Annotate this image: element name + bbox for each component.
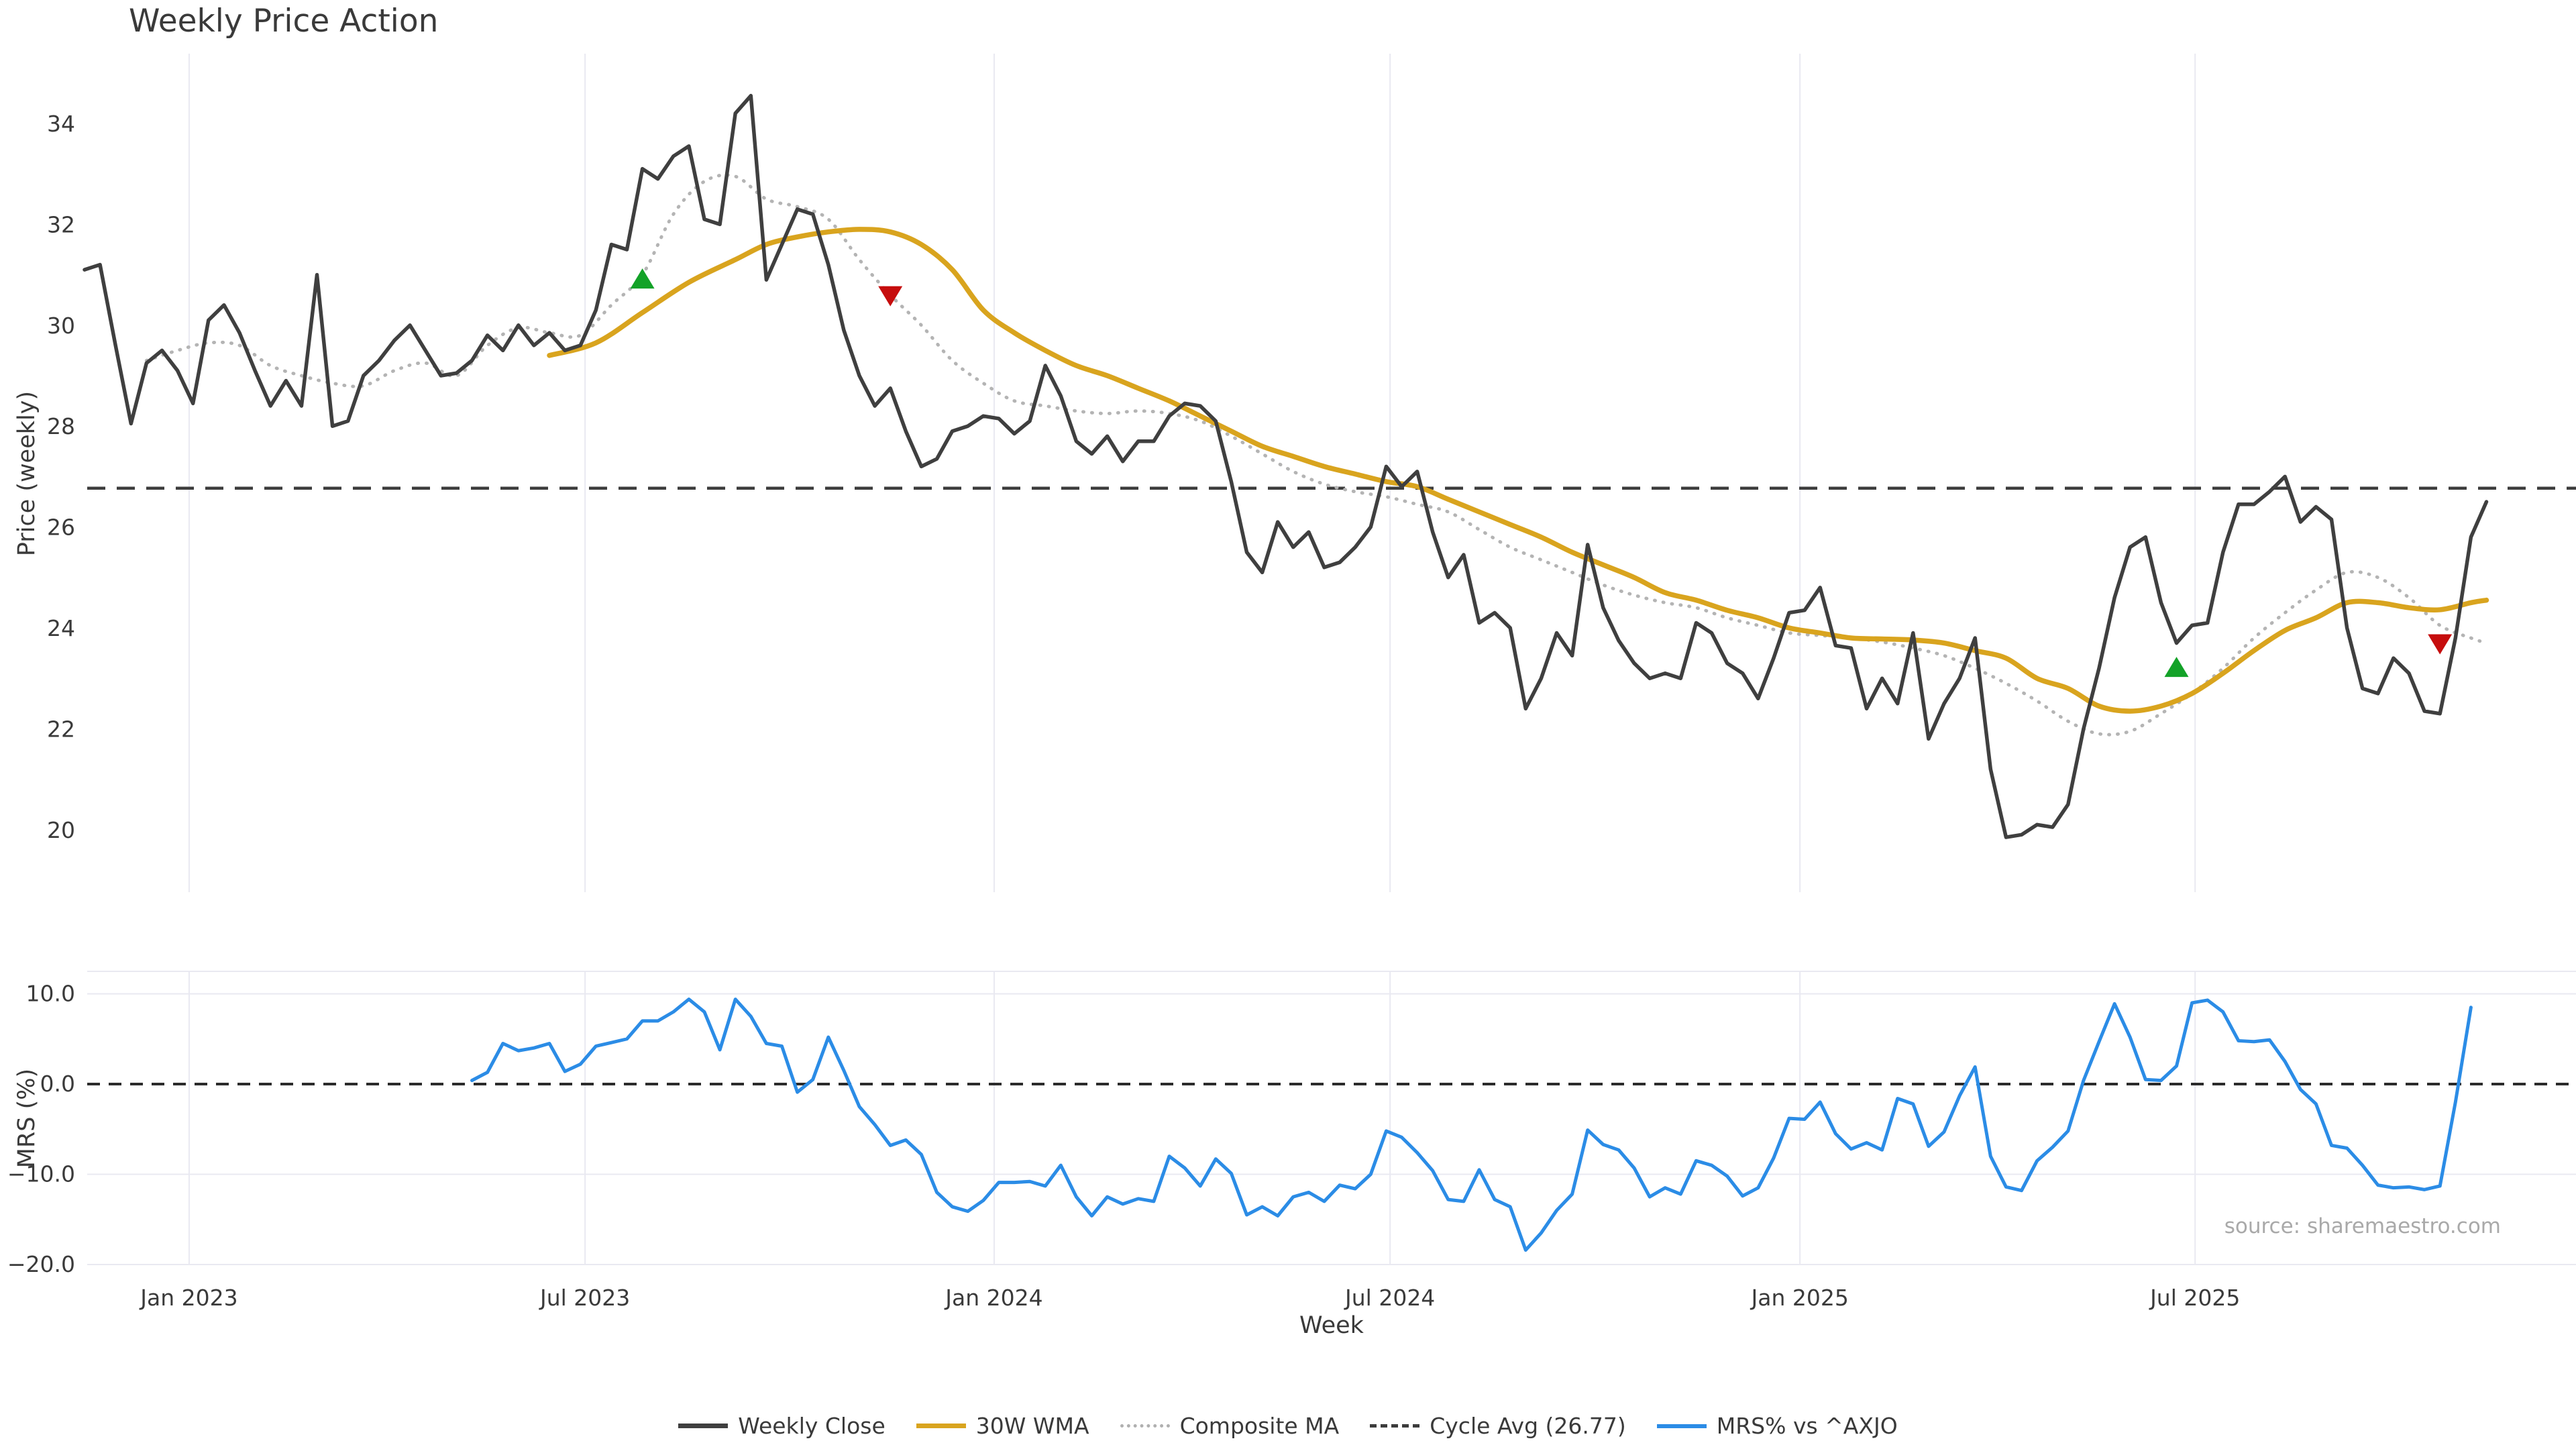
price-axis-label: Price (weekly): [13, 390, 40, 557]
legend-item-weekly-close: Weekly Close: [678, 1413, 885, 1439]
legend-item-cycle-avg: Cycle Avg (26.77): [1370, 1413, 1626, 1439]
wma30-line: [547, 227, 2489, 714]
legend-item-30w-wma: 30W WMA: [916, 1413, 1089, 1439]
legend-item-composite-ma: Composite MA: [1120, 1413, 1340, 1439]
source-credit: source: sharemaestro.com: [2224, 1214, 2501, 1238]
price-y-tick-label: 30: [47, 313, 75, 339]
mrs-y-tick-label: −20.0: [7, 1251, 75, 1277]
price-y-tick-label: 26: [47, 515, 75, 541]
price-y-tick-label: 24: [47, 615, 75, 641]
buy-signal-marker: [630, 268, 655, 289]
mrs-axis-label: MRS (%): [13, 1068, 40, 1169]
x-tick-label: Jan 2025: [1750, 1285, 1848, 1311]
mrs-line: [470, 998, 2473, 1252]
price-y-tick-label: 34: [47, 111, 75, 137]
weekly-close-line: [83, 93, 2489, 839]
weekly-close-line-swatch: [678, 1424, 729, 1428]
chart-title: Weekly Price Action: [129, 3, 439, 40]
mrs-y-tick-label: −10.0: [7, 1161, 75, 1187]
x-tick-label: Jan 2023: [139, 1285, 237, 1311]
legend-label: Cycle Avg (26.77): [1430, 1413, 1626, 1439]
sell-signal-marker: [878, 286, 903, 307]
mrs-line-swatch: [1656, 1424, 1707, 1428]
composite-ma-line: [144, 173, 2488, 737]
price-y-tick-label: 32: [47, 211, 75, 237]
legend-label: 30W WMA: [975, 1413, 1089, 1439]
wma-line-swatch: [916, 1424, 966, 1428]
price-y-tick-label: 22: [47, 716, 75, 742]
legend-label: MRS% vs ^AXJO: [1716, 1413, 1898, 1439]
x-tick-label: Jul 2023: [539, 1285, 630, 1311]
legend-label: Composite MA: [1179, 1413, 1340, 1439]
legend: Weekly Close 30W WMA Composite MA Cycle …: [0, 1413, 2576, 1439]
sell-signal-marker: [2428, 634, 2453, 655]
mrs-y-tick-label: 10.0: [26, 981, 75, 1007]
cycle-avg-swatch: [1370, 1424, 1420, 1428]
price-y-tick-label: 28: [47, 413, 75, 439]
x-tick-label: Jan 2024: [944, 1285, 1042, 1311]
legend-label: Weekly Close: [738, 1413, 885, 1439]
x-axis-label: Week: [1299, 1312, 1364, 1339]
legend-item-mrs: MRS% vs ^AXJO: [1656, 1413, 1898, 1439]
buy-signal-marker: [2164, 657, 2189, 678]
mrs-y-tick-label: 0.0: [40, 1071, 75, 1097]
x-tick-label: Jul 2024: [1344, 1285, 1435, 1311]
price-y-tick-label: 20: [47, 817, 75, 843]
composite-ma-swatch: [1120, 1424, 1170, 1428]
x-tick-label: Jul 2025: [2149, 1285, 2240, 1311]
